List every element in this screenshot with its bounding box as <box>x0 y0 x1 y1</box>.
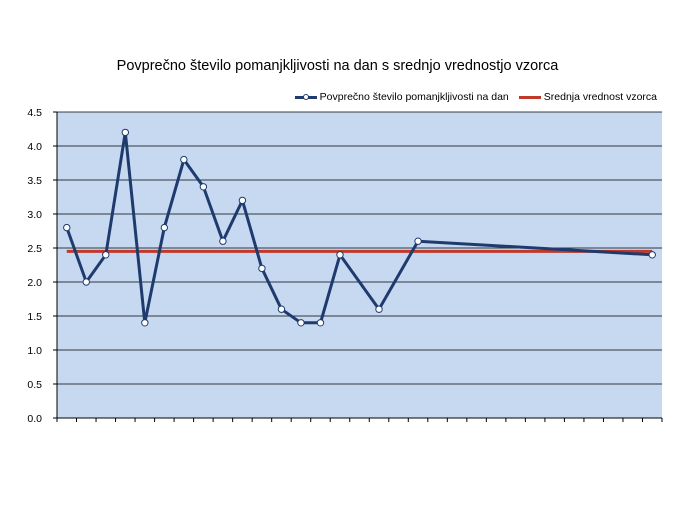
y-tick-label: 3.0 <box>27 209 42 221</box>
legend-swatch-mean <box>518 93 541 101</box>
data-point <box>199 183 208 191</box>
data-point <box>82 278 90 286</box>
y-tick-label: 2.5 <box>27 243 42 255</box>
data-point <box>180 155 188 164</box>
legend-item-average: Povprečno število pomanjkljivosti na dan <box>294 91 509 103</box>
legend-swatch-average <box>294 93 317 101</box>
y-tick-label: 0.5 <box>27 379 42 391</box>
data-point <box>336 251 344 259</box>
chart-title: Povprečno število pomanjkljivosti na dan… <box>116 58 559 74</box>
y-tick-label: 4.5 <box>27 107 42 119</box>
series-line-average <box>65 130 653 325</box>
y-tick-label: 3.5 <box>27 175 42 187</box>
data-point <box>648 251 656 259</box>
legend-item-mean: Srednja vrednost vzorca <box>518 91 657 103</box>
legend-label-average: Povprečno število pomanjkljivosti na dan <box>319 91 509 103</box>
legend-label-mean: Srednja vrednost vzorca <box>543 91 657 103</box>
data-point <box>375 305 383 313</box>
data-point <box>102 251 110 259</box>
legend: Povprečno število pomanjkljivosti na dan… <box>285 91 657 103</box>
data-point <box>160 223 169 232</box>
y-tick-label: 2.0 <box>27 277 42 289</box>
data-point <box>316 319 325 327</box>
data-point <box>141 319 149 327</box>
y-tick-label: 1.5 <box>27 311 42 323</box>
y-tick-label: 1.0 <box>27 345 42 357</box>
y-tick-label: 4.0 <box>27 141 42 153</box>
data-point <box>219 237 227 245</box>
plot-area <box>57 112 662 418</box>
data-point <box>63 223 71 232</box>
y-tick-label: 0.0 <box>27 413 42 425</box>
data-point <box>258 264 266 273</box>
data-point <box>297 319 305 327</box>
data-point <box>414 237 422 245</box>
data-point <box>238 196 247 205</box>
data-point <box>277 305 286 313</box>
data-point <box>121 128 130 137</box>
